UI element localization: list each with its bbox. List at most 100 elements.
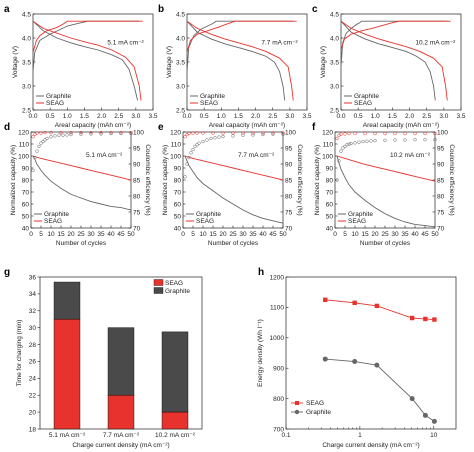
- y-tick-label: 120: [18, 129, 29, 136]
- y-tick-label: 110: [323, 141, 334, 148]
- legend-label-seag: SEAG: [165, 280, 183, 287]
- legend-label-graphite: Graphite: [306, 409, 331, 416]
- ce-point-graphite: [361, 139, 365, 144]
- y-tick-label: 32: [29, 308, 37, 315]
- legend-label-graphite: Graphite: [196, 211, 221, 218]
- legend-label-seag: SEAG: [348, 218, 366, 225]
- ce-point-seag: [119, 130, 123, 135]
- y-tick-label: 30: [29, 325, 37, 332]
- y-right-axis-label: Coulombic efficiency (%): [144, 144, 151, 215]
- x-tick-label: 50: [127, 231, 135, 238]
- point-seag: [409, 315, 415, 321]
- legend-label-seag: SEAG: [200, 100, 218, 107]
- bar-seag: [107, 394, 135, 430]
- ce-point-graphite: [197, 141, 201, 145]
- x-tick-label: 10: [351, 231, 359, 238]
- legend-label-graphite: Graphite: [200, 93, 225, 100]
- bar-seag: [53, 318, 81, 430]
- y-tick-label: 2.5: [176, 107, 185, 114]
- axes-frame: [285, 276, 457, 430]
- x-axis-label: Number of cycles: [360, 240, 411, 247]
- series-line-graphite-discharge: [340, 20, 436, 101]
- y-tick-label: 50: [174, 213, 182, 220]
- ce-point-seag: [413, 131, 417, 136]
- y-tick-label: 70: [326, 189, 334, 196]
- panel-letter: d: [4, 122, 10, 133]
- legend-marker-seag: [295, 401, 299, 405]
- y-tick-label: 1100: [270, 305, 284, 312]
- x-tick-label: 50: [279, 231, 287, 238]
- current-density-annotation: 10.2 mA cm⁻²: [415, 40, 456, 47]
- point-seag: [323, 297, 328, 302]
- ce-point-seag: [433, 131, 437, 136]
- y-tick-label: 80: [22, 177, 30, 184]
- ce-point-seag: [423, 131, 427, 136]
- y-axis-label: Energy density (Wh l⁻¹): [257, 319, 264, 387]
- ce-point-seag: [49, 130, 53, 135]
- ce-point-seag: [187, 131, 191, 136]
- x-tick-label: 40: [411, 231, 419, 238]
- ce-point-graphite: [57, 133, 61, 137]
- ce-point-seag: [185, 132, 189, 137]
- y-axis-label: Voltage (V): [320, 46, 327, 78]
- point-graphite: [352, 359, 358, 365]
- ce-point-graphite: [357, 140, 361, 144]
- y-tick-label: 4.5: [176, 11, 185, 18]
- ce-point-seag: [129, 130, 133, 135]
- ce-point-graphite: [383, 138, 387, 142]
- ce-point-graphite: [99, 132, 103, 136]
- x-tick-label: 2.0: [405, 113, 414, 120]
- y-tick-label: 34: [29, 291, 37, 298]
- x-tick-label: 3.0: [439, 113, 448, 120]
- ce-point-graphite: [343, 144, 347, 149]
- ce-point-graphite: [241, 133, 245, 137]
- y-right-tick-label: 90: [133, 161, 141, 168]
- ce-point-seag: [33, 132, 37, 136]
- point-seag: [423, 316, 428, 322]
- y-tick-label: 90: [174, 165, 182, 172]
- bar-graphite: [107, 327, 135, 396]
- ce-point-graphite: [43, 138, 47, 142]
- panel-letter: g: [4, 267, 10, 278]
- x-tick-label: 35: [97, 231, 105, 238]
- legend-label-seag: SEAG: [44, 218, 62, 225]
- series-line-seag-charge: [32, 20, 143, 53]
- current-density-annotation: 5.1 mA cm⁻²: [86, 152, 123, 159]
- x-tick-label: 0.0: [336, 113, 345, 120]
- capacity-line-seag: [184, 155, 284, 181]
- ce-point-seag: [343, 132, 347, 136]
- legend-marker-graphite: [294, 409, 300, 415]
- y-right-tick-label: 100: [437, 129, 448, 136]
- x-tick-label: 3.5: [148, 113, 157, 120]
- ce-point-graphite: [353, 141, 357, 145]
- ce-point-seag: [281, 131, 285, 135]
- y-tick-label: 3.0: [22, 83, 31, 90]
- y-tick-label: 100: [322, 153, 333, 160]
- bar-graphite: [53, 281, 81, 320]
- ce-point-graphite: [251, 133, 255, 137]
- point-seag: [352, 300, 357, 306]
- ce-point-seag: [231, 131, 235, 135]
- series-line-seag-charge: [186, 20, 297, 53]
- y-axis-label: Voltage (V): [166, 46, 173, 78]
- y-right-tick-label: 70: [285, 225, 293, 232]
- ce-point-graphite: [187, 155, 191, 160]
- ce-point-graphite: [221, 134, 225, 139]
- ce-point-seag: [363, 131, 367, 136]
- panel-letter: b: [158, 4, 164, 15]
- ce-point-graphite: [39, 141, 43, 145]
- current-density-annotation: 5.1 mA cm⁻²: [107, 40, 144, 47]
- y-right-tick-label: 90: [285, 161, 293, 168]
- ce-point-graphite: [189, 151, 193, 155]
- y-right-tick-label: 95: [437, 145, 445, 152]
- x-tick-label: 45: [117, 231, 125, 238]
- ce-point-seag: [261, 131, 265, 135]
- x-tick-label: 5: [39, 231, 43, 238]
- ce-point-graphite: [345, 143, 349, 147]
- legend-label-graphite: Graphite: [46, 93, 71, 100]
- ce-point-seag: [39, 131, 43, 135]
- y-right-tick-label: 100: [285, 129, 296, 136]
- x-tick-label: 10: [430, 432, 438, 439]
- series-line-seag-discharge: [32, 20, 142, 101]
- ce-point-graphite: [213, 136, 217, 140]
